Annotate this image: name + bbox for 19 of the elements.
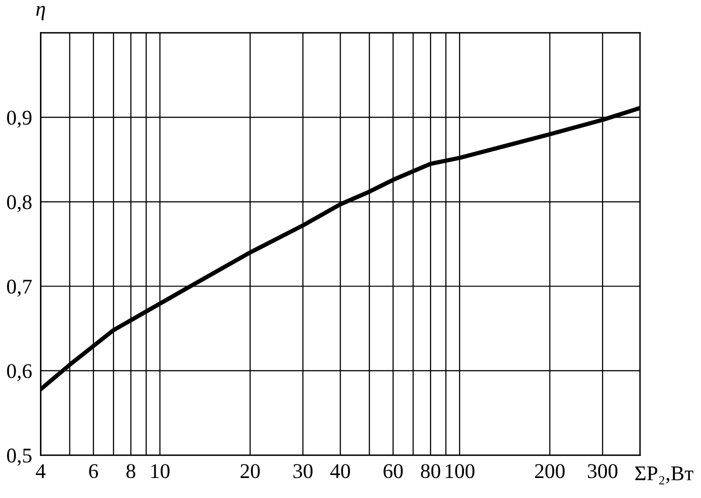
x-tick-label: 20	[240, 464, 260, 478]
x-axis-title: ΣP₂,Вт	[635, 466, 694, 484]
x-tick-label: 40	[330, 464, 350, 478]
y-tick-label: 0,5	[7, 448, 32, 466]
x-tick-label: 8	[126, 464, 136, 478]
y-tick-label: 0,6	[7, 364, 32, 382]
x-tick-label: 6	[89, 464, 98, 478]
x-tick-label: 4	[36, 464, 46, 478]
x-tick-label: 300	[588, 464, 618, 478]
y-axis-title: η	[36, 6, 45, 20]
x-tick-label: 10	[151, 464, 170, 478]
y-tick-label: 0,8	[7, 195, 32, 212]
x-tick-label: 100	[446, 464, 474, 478]
x-tick-label: 200	[535, 464, 565, 478]
x-tick-label: 80	[420, 464, 440, 478]
x-tick-label: 60	[384, 464, 403, 478]
y-tick-label: 0,9	[7, 110, 32, 128]
x-tick-label: 30	[293, 464, 313, 478]
y-tick-label: 0,7	[7, 280, 32, 297]
